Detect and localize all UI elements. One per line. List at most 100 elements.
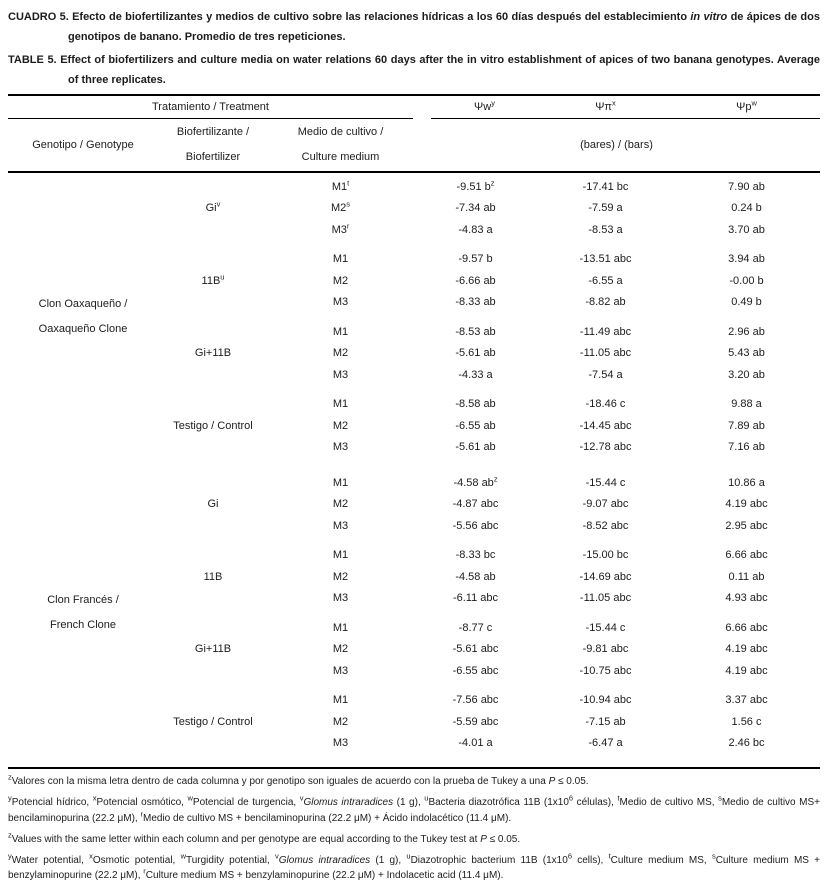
table-row: M2 -5.61 abc -9.81 abc 4.19 abc [268, 639, 820, 661]
cell-psi-w: -4.87 abc [452, 498, 499, 511]
cell-psi-w: -8.77 c [458, 621, 493, 634]
table-row: M3 -4.01 a -6.47 a 2.46 bc [268, 733, 820, 755]
table-row: M3 -6.55 abc -10.75 abc 4.19 abc [268, 660, 820, 682]
block-rows: M1 -8.77 c -15.44 c 6.66 abc M2 -5.61 abc -9.8… [268, 617, 820, 682]
treatment-blocks: Gi M1 -4.58 abz -15.44 c 10.86 a M2 -4.87 abc -… [158, 472, 820, 754]
cell-psi-p: 5.43 ab [728, 347, 765, 360]
cell-psi-p: 3.20 ab [728, 368, 765, 381]
cell-medium: M3 [332, 519, 349, 532]
genotype-label-line: French Clone [49, 619, 117, 631]
cell-medium: M3 [332, 296, 349, 309]
table-row: M2 -4.58 ab -14.69 abc 0.11 ab [268, 566, 820, 588]
cell-psi-pi: -15.00 bc [582, 549, 629, 562]
cell-medium: M2 [332, 347, 349, 360]
header-biofertilizer-line1: Biofertilizante / [176, 126, 250, 138]
cell-psi-p: -0.00 b [729, 274, 764, 287]
header-genotype: Genotipo / Genotype [32, 139, 134, 151]
table-row: M3 -4.33 a -7.54 a 3.20 ab [268, 364, 820, 386]
header-units: (bares) / (bars) [580, 139, 653, 151]
biofertilizer-block: Testigo / Control M1 -8.58 ab -18.46 c 9.88 … [158, 394, 820, 459]
cell-medium: M3 [332, 592, 349, 605]
footnote-definitions-spanish: yPotencial hídrico, xPotencial osmótico,… [8, 793, 820, 824]
footnotes: zValores con la misma letra dentro de ca… [8, 769, 820, 884]
genotype-section: Clon Oaxaqueño / Oaxaqueño Clone Giv M1t -9.… [8, 176, 820, 458]
cell-psi-p: 4.19 abc [725, 643, 768, 656]
caption-english: TABLE 5. Effect of biofertilizers and cu… [8, 54, 820, 86]
biofertilizer-label: 11B [203, 570, 223, 583]
cell-psi-p: 6.66 abc [725, 549, 768, 562]
cell-psi-w: -5.56 abc [452, 519, 499, 532]
cell-psi-w: -8.33 ab [455, 296, 496, 309]
cell-psi-pi: -10.75 abc [579, 664, 632, 677]
cell-psi-p: 3.37 abc [725, 694, 768, 707]
table-row: M2s -7.34 ab -7.59 a 0.24 b [268, 198, 820, 220]
block-rows: M1 -9.57 b -13.51 abc 3.94 ab M2 -6.66 ab -6.5… [268, 249, 820, 314]
biofertilizer-label: Testigo / Control [173, 419, 253, 432]
biofertilizer-label: Gi+11B [194, 643, 232, 656]
table-row: M1 -8.58 ab -18.46 c 9.88 a [268, 394, 820, 416]
cell-psi-w: -5.59 abc [452, 715, 499, 728]
cell-psi-w: -4.58 abz [453, 474, 498, 489]
biofertilizer-block: Testigo / Control M1 -7.56 abc -10.94 abc 3.… [158, 690, 820, 755]
block-rows: M1 -7.56 abc -10.94 abc 3.37 abc M2 -5.59 abc… [268, 690, 820, 755]
biofertilizer-label: Gi [207, 498, 219, 511]
cell-psi-pi: -15.44 c [585, 476, 626, 489]
table-row: M1 -8.33 bc -15.00 bc 6.66 abc [268, 545, 820, 567]
cell-medium: M2s [330, 199, 351, 215]
block-rows: M1t -9.51 bz -17.41 bc 7.90 ab M2s -7.34 ab -7… [268, 176, 820, 241]
cell-psi-p: 0.11 ab [728, 570, 765, 583]
cell-psi-pi: -8.82 ab [585, 296, 626, 309]
biofertilizer-label: Giv [205, 199, 221, 215]
cell-medium: M2 [332, 419, 349, 432]
genotype-label: Clon Francés / French Clone [8, 588, 158, 638]
cell-psi-w: -8.53 ab [455, 325, 496, 338]
cell-psi-pi: -10.94 abc [579, 694, 632, 707]
table-row: M3 -5.56 abc -8.52 abc 2.95 abc [268, 515, 820, 537]
cell-medium: M3r [331, 221, 350, 236]
cell-medium: M2 [332, 715, 349, 728]
table-row: M1 -7.56 abc -10.94 abc 3.37 abc [268, 690, 820, 712]
cell-medium: M2 [332, 643, 349, 656]
header-row-columns: Genotipo / Genotype Biofertilizante / Bi… [8, 119, 820, 171]
header-culture-medium: Medio de cultivo / Culture medium [268, 120, 413, 170]
genotype-label-line: Clon Francés / [47, 594, 119, 606]
caption-spanish: CUADRO 5. Efecto de biofertilizantes y m… [8, 11, 820, 43]
block-rows: M1 -4.58 abz -15.44 c 10.86 a M2 -4.87 abc -9.… [268, 472, 820, 537]
cell-psi-w: -9.57 b [458, 253, 493, 266]
cell-psi-w: -4.33 a [458, 368, 493, 381]
cell-psi-p: 7.16 ab [728, 441, 765, 454]
cell-medium: M3 [332, 664, 349, 677]
cell-psi-p: 4.93 abc [725, 592, 768, 605]
cell-medium: M1 [332, 253, 349, 266]
biofertilizer-block: Gi+11B M1 -8.53 ab -11.49 abc 2.96 ab M2 -5.61… [158, 321, 820, 386]
cell-medium: M1 [332, 325, 349, 338]
cell-medium: M1 [332, 549, 349, 562]
cell-psi-w: -4.01 a [458, 737, 493, 750]
cell-psi-pi: -15.44 c [585, 621, 626, 634]
cell-psi-pi: -7.54 a [588, 368, 623, 381]
genotype-section: Clon Francés / French Clone Gi M1 -4.58 abz -… [8, 472, 820, 754]
cell-psi-pi: -11.05 abc [579, 592, 632, 605]
biofertilizer-block: 11Bu M1 -9.57 b -13.51 abc 3.94 ab M2 -6.66 ab… [158, 249, 820, 314]
table-body: Clon Oaxaqueño / Oaxaqueño Clone Giv M1t -9.… [8, 173, 820, 769]
table-row: M2 -5.59 abc -7.15 ab 1.56 c [268, 711, 820, 733]
table-row: M1 -4.58 abz -15.44 c 10.86 a [268, 472, 820, 494]
cell-psi-w: -4.58 ab [455, 570, 496, 583]
genotype-label-line: Clon Oaxaqueño / [38, 298, 128, 310]
treatment-blocks: Giv M1t -9.51 bz -17.41 bc 7.90 ab M2s -7.34 a… [158, 176, 820, 458]
cell-psi-w: -6.66 ab [455, 274, 496, 287]
cell-psi-pi: -7.15 ab [585, 715, 626, 728]
cell-psi-p: 10.86 a [728, 476, 765, 489]
cell-psi-pi: -8.53 a [588, 223, 623, 236]
cell-psi-w: -5.61 abc [452, 643, 499, 656]
block-rows: M1 -8.33 bc -15.00 bc 6.66 abc M2 -4.58 ab -14… [268, 545, 820, 610]
header-biofertilizer: Biofertilizante / Biofertilizer [158, 120, 268, 170]
cell-psi-p: 6.66 abc [725, 621, 768, 634]
table-header: Tratamiento / Treatment Ψwy Ψπx Ψpw Geno… [8, 94, 820, 173]
cell-psi-pi: -6.55 a [588, 274, 623, 287]
table-row: M3r -4.83 a -8.53 a 3.70 ab [268, 219, 820, 241]
cell-psi-pi: -8.52 abc [582, 519, 629, 532]
cell-psi-p: 4.19 abc [725, 498, 768, 511]
cell-psi-pi: -14.69 abc [579, 570, 632, 583]
